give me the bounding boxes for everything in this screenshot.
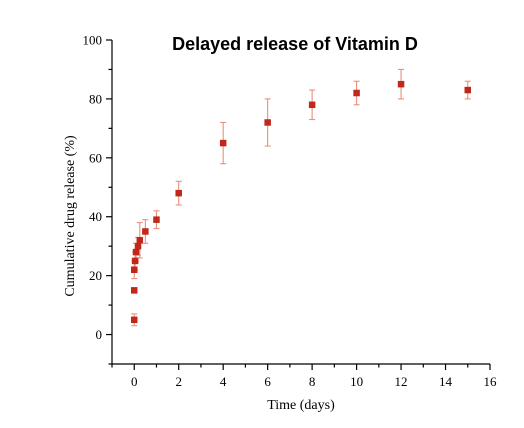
y-tick-label: 0 — [96, 327, 103, 342]
data-point — [264, 119, 271, 126]
y-tick-label: 20 — [89, 268, 102, 283]
data-point — [130, 266, 138, 273]
axes — [111, 40, 490, 365]
x-tick-label: 8 — [309, 374, 316, 389]
data-point — [134, 242, 142, 250]
error-bars — [131, 68, 471, 327]
chart-title: Delayed release of Vitamin D — [172, 34, 418, 54]
data-point — [131, 257, 139, 265]
data-points — [130, 80, 472, 324]
data-point — [153, 216, 160, 223]
x-tick-label: 12 — [395, 374, 408, 389]
x-tick-label: 6 — [264, 374, 271, 389]
data-point — [219, 139, 227, 147]
y-axis-label: Cumulative drug release (%) — [63, 135, 78, 297]
data-point — [464, 86, 472, 94]
y-tick-label: 100 — [83, 33, 103, 48]
data-point — [132, 248, 140, 256]
x-tick-label: 10 — [350, 374, 363, 389]
data-point — [397, 80, 405, 88]
x-tick-label: 16 — [484, 374, 498, 389]
data-point — [353, 89, 360, 97]
x-tick-label: 0 — [131, 374, 138, 389]
data-point — [308, 101, 316, 109]
y-tick-label: 60 — [89, 150, 102, 165]
data-point — [175, 189, 182, 197]
data-point — [136, 237, 144, 244]
x-axis-label: Time (days) — [267, 398, 335, 413]
data-point — [130, 316, 138, 324]
x-axis-ticks: 0 2 4 6 8 10 12 14 16 — [111, 364, 498, 389]
data-point — [130, 287, 138, 294]
x-tick-label: 2 — [175, 374, 182, 389]
x-tick-label: 14 — [439, 374, 453, 389]
y-axis-ticks: 0 20 40 60 80 100 — [83, 33, 112, 365]
x-tick-label: 4 — [220, 374, 227, 389]
y-tick-label: 40 — [89, 209, 102, 224]
data-point — [142, 228, 149, 235]
y-tick-label: 80 — [89, 91, 102, 106]
